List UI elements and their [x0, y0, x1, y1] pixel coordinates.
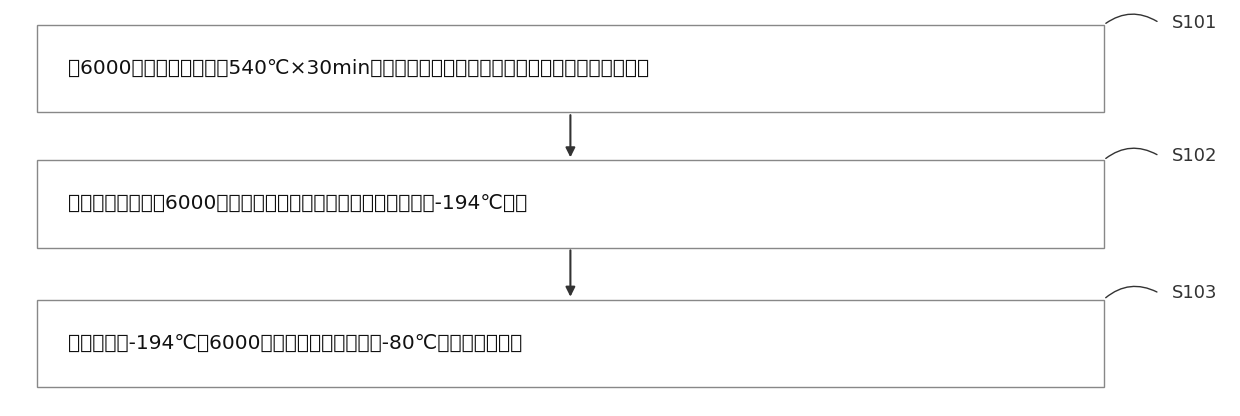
Text: S103: S103	[1172, 284, 1218, 302]
Bar	[37, 160, 1104, 248]
Text: S101: S101	[1172, 14, 1218, 32]
Bar	[37, 300, 1104, 387]
Text: 将固溶－淬火态的6000系铝合金汽车板先用液氮将其温度降低到-194℃左右: 将固溶－淬火态的6000系铝合金汽车板先用液氮将其温度降低到-194℃左右	[68, 194, 527, 213]
Text: 将温度降到-194℃的6000系铝合金汽车板储存在-80℃的液氮恒温箱中: 将温度降到-194℃的6000系铝合金汽车板储存在-80℃的液氮恒温箱中	[68, 334, 522, 353]
Text: 将6000系铝合金汽车板在540℃×30min条件下进行固溶处理，然后马上在水中进行淬火处理: 将6000系铝合金汽车板在540℃×30min条件下进行固溶处理，然后马上在水中…	[68, 59, 650, 78]
Bar	[37, 25, 1104, 112]
Text: S102: S102	[1172, 147, 1218, 165]
